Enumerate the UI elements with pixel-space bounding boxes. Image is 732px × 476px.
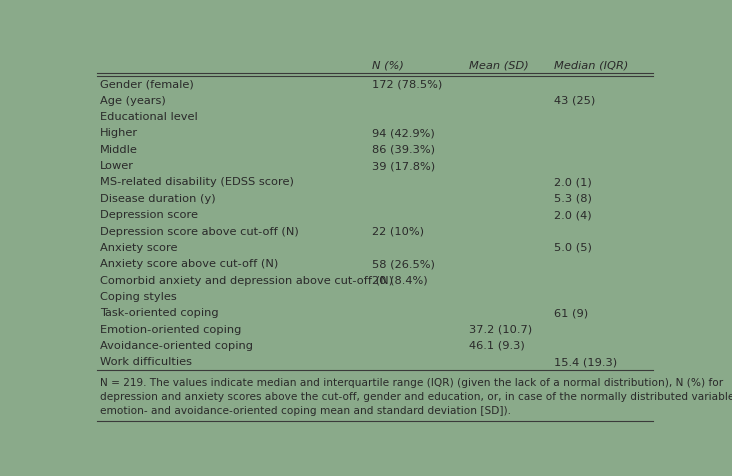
Text: Depression score: Depression score (100, 210, 198, 220)
Text: 94 (42.9%): 94 (42.9%) (373, 129, 435, 139)
Text: Task-oriented coping: Task-oriented coping (100, 308, 219, 318)
Text: emotion- and avoidance-oriented coping mean and standard deviation [SD]).: emotion- and avoidance-oriented coping m… (100, 406, 511, 416)
Text: Disease duration (y): Disease duration (y) (100, 194, 216, 204)
Text: 37.2 (10.7): 37.2 (10.7) (468, 325, 532, 335)
Text: Depression score above cut-off (N): Depression score above cut-off (N) (100, 227, 299, 237)
Text: 5.0 (5): 5.0 (5) (554, 243, 591, 253)
Text: Coping styles: Coping styles (100, 292, 176, 302)
Text: Work difficulties: Work difficulties (100, 357, 192, 367)
Text: 2.0 (4): 2.0 (4) (554, 210, 591, 220)
Text: 15.4 (19.3): 15.4 (19.3) (554, 357, 617, 367)
Text: N (%): N (%) (373, 60, 404, 70)
Text: 20 (8.4%): 20 (8.4%) (373, 276, 428, 286)
Text: Age (years): Age (years) (100, 96, 165, 106)
Text: Educational level: Educational level (100, 112, 198, 122)
Text: Anxiety score above cut-off (N): Anxiety score above cut-off (N) (100, 259, 278, 269)
Text: 172 (78.5%): 172 (78.5%) (373, 79, 443, 89)
Text: Middle: Middle (100, 145, 138, 155)
Text: 86 (39.3%): 86 (39.3%) (373, 145, 436, 155)
Text: 61 (9): 61 (9) (554, 308, 588, 318)
Text: Mean (SD): Mean (SD) (468, 60, 529, 70)
Text: Median (IQR): Median (IQR) (554, 60, 628, 70)
Text: Emotion-oriented coping: Emotion-oriented coping (100, 325, 242, 335)
Text: 43 (25): 43 (25) (554, 96, 595, 106)
Text: 46.1 (9.3): 46.1 (9.3) (468, 341, 525, 351)
Text: 2.0 (1): 2.0 (1) (554, 178, 591, 188)
Text: 39 (17.8%): 39 (17.8%) (373, 161, 436, 171)
Text: MS-related disability (EDSS score): MS-related disability (EDSS score) (100, 178, 294, 188)
Text: Gender (female): Gender (female) (100, 79, 194, 89)
Text: Comorbid anxiety and depression above cut-off (N): Comorbid anxiety and depression above cu… (100, 276, 393, 286)
Text: N = 219. The values indicate median and interquartile range (IQR) (given the lac: N = 219. The values indicate median and … (100, 378, 723, 388)
Text: 22 (10%): 22 (10%) (373, 227, 425, 237)
Text: 58 (26.5%): 58 (26.5%) (373, 259, 436, 269)
Text: Higher: Higher (100, 129, 138, 139)
Text: Anxiety score: Anxiety score (100, 243, 177, 253)
Text: depression and anxiety scores above the cut-off, gender and education, or, in ca: depression and anxiety scores above the … (100, 392, 732, 402)
Text: Avoidance-oriented coping: Avoidance-oriented coping (100, 341, 253, 351)
Text: Lower: Lower (100, 161, 134, 171)
Text: 5.3 (8): 5.3 (8) (554, 194, 591, 204)
